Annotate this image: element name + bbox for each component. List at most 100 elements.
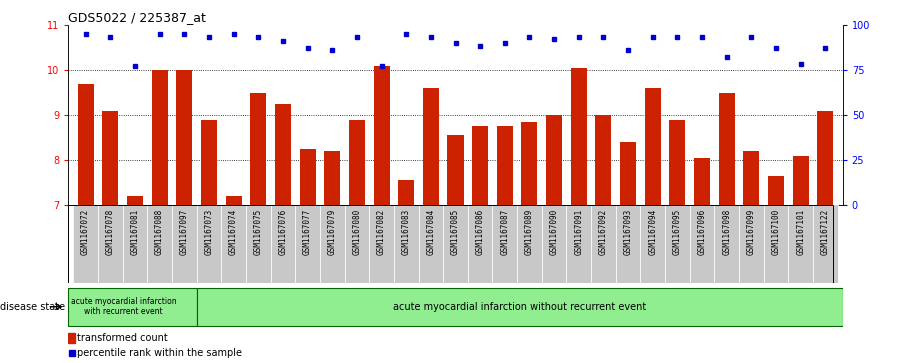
Bar (68, 333, 75, 343)
Bar (690, 205, 714, 283)
Bar (571, 68, 587, 205)
Bar (197, 287, 843, 326)
Bar (344, 205, 369, 283)
Bar (542, 205, 567, 283)
Bar (102, 111, 118, 205)
Bar (665, 205, 690, 283)
Bar (521, 122, 537, 205)
Bar (123, 205, 148, 283)
Text: GSM1167098: GSM1167098 (722, 209, 732, 255)
Text: GSM1167096: GSM1167096 (698, 209, 707, 255)
Text: GSM1167079: GSM1167079 (328, 209, 337, 255)
Text: GSM1167082: GSM1167082 (377, 209, 386, 255)
Text: GSM1167091: GSM1167091 (574, 209, 583, 255)
Bar (324, 151, 340, 205)
Bar (246, 205, 271, 283)
Bar (793, 156, 809, 205)
Text: GSM1167097: GSM1167097 (179, 209, 189, 255)
Text: GSM1167072: GSM1167072 (81, 209, 90, 255)
Text: GSM1167080: GSM1167080 (353, 209, 362, 255)
Text: GSM1167092: GSM1167092 (599, 209, 608, 255)
Bar (788, 205, 814, 283)
Text: GSM1167122: GSM1167122 (821, 209, 830, 255)
Bar (546, 115, 562, 205)
Bar (443, 205, 468, 283)
Bar (73, 205, 97, 283)
Bar (596, 115, 611, 205)
Text: GSM1167077: GSM1167077 (303, 209, 312, 255)
Text: acute myocardial infarction without recurrent event: acute myocardial infarction without recu… (393, 302, 646, 312)
Bar (374, 66, 390, 205)
Bar (645, 88, 660, 205)
Bar (670, 120, 685, 205)
Bar (349, 120, 365, 205)
Text: GSM1167101: GSM1167101 (796, 209, 805, 255)
Bar (172, 205, 197, 283)
Text: GSM1167095: GSM1167095 (673, 209, 682, 255)
Bar (251, 93, 266, 205)
Bar (620, 142, 636, 205)
Text: GSM1167081: GSM1167081 (130, 209, 139, 255)
Text: GSM1167089: GSM1167089 (525, 209, 534, 255)
Bar (151, 70, 168, 205)
Bar (814, 205, 838, 283)
Bar (763, 205, 788, 283)
Text: transformed count: transformed count (77, 334, 169, 343)
Text: GSM1167090: GSM1167090 (549, 209, 558, 255)
Text: GSM1167099: GSM1167099 (747, 209, 756, 255)
Text: GSM1167073: GSM1167073 (204, 209, 213, 255)
Text: GSM1167075: GSM1167075 (253, 209, 262, 255)
Text: GSM1167093: GSM1167093 (624, 209, 632, 255)
Bar (295, 205, 320, 283)
Bar (148, 205, 172, 283)
Text: GSM1167088: GSM1167088 (155, 209, 164, 255)
Text: disease state: disease state (0, 302, 65, 312)
Text: GSM1167085: GSM1167085 (451, 209, 460, 255)
Bar (127, 196, 143, 205)
Bar (300, 149, 315, 205)
Bar (201, 120, 217, 205)
Text: GSM1167087: GSM1167087 (500, 209, 509, 255)
Text: percentile rank within the sample: percentile rank within the sample (77, 348, 242, 358)
Bar (271, 205, 295, 283)
Bar (517, 205, 542, 283)
Bar (468, 205, 493, 283)
Bar (591, 205, 616, 283)
Bar (743, 151, 760, 205)
Bar (423, 88, 439, 205)
Bar (394, 205, 418, 283)
Text: GSM1167076: GSM1167076 (279, 209, 287, 255)
Text: GDS5022 / 225387_at: GDS5022 / 225387_at (68, 11, 206, 24)
Bar (418, 205, 443, 283)
Bar (320, 205, 344, 283)
Bar (714, 205, 739, 283)
Text: GSM1167094: GSM1167094 (649, 209, 658, 255)
Bar (817, 111, 834, 205)
Bar (221, 205, 246, 283)
Bar (567, 205, 591, 283)
Bar (77, 84, 94, 205)
Bar (496, 126, 513, 205)
Bar (369, 205, 394, 283)
Bar (275, 104, 291, 205)
Bar (226, 196, 241, 205)
Bar (176, 70, 192, 205)
Bar (493, 205, 517, 283)
Bar (640, 205, 665, 283)
Bar (68, 287, 197, 326)
Bar (472, 126, 488, 205)
Bar (694, 158, 710, 205)
Text: GSM1167084: GSM1167084 (426, 209, 435, 255)
Bar (398, 180, 415, 205)
Text: GSM1167083: GSM1167083 (402, 209, 411, 255)
Text: GSM1167074: GSM1167074 (229, 209, 238, 255)
Bar (739, 205, 763, 283)
Bar (768, 176, 784, 205)
Bar (197, 205, 221, 283)
Bar (447, 135, 464, 205)
Bar (616, 205, 640, 283)
Text: GSM1167086: GSM1167086 (476, 209, 485, 255)
Bar (97, 205, 123, 283)
Bar (719, 93, 735, 205)
Text: GSM1167100: GSM1167100 (772, 209, 781, 255)
